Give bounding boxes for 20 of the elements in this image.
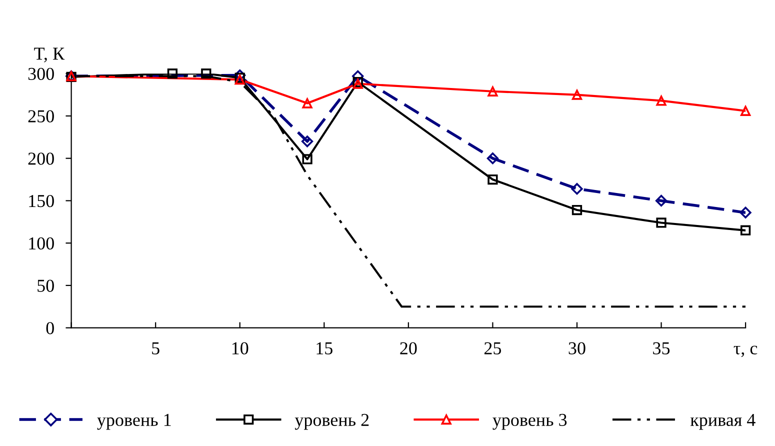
x-tick-label: 20 (400, 342, 417, 354)
x-tick-label: 35 (653, 342, 670, 354)
x-tick-label: τ, с (734, 346, 758, 358)
legend-label: уровень 1 (97, 414, 171, 430)
legend-label: кривая 4 (690, 414, 756, 430)
y-tick-label: 50 (38, 280, 54, 292)
y-tick-label: 200 (28, 152, 54, 165)
y-tick-label: 0 (46, 322, 54, 334)
legend-label: уровень 3 (492, 414, 567, 430)
y-axis-title: T, К (34, 48, 65, 62)
x-tick-label: 15 (316, 342, 332, 354)
x-tick-label: 30 (568, 342, 586, 354)
y-tick-label: 250 (28, 110, 54, 122)
x-tick-label: 5 (152, 342, 160, 354)
y-tick-label: 150 (29, 194, 54, 208)
y-tick-label: 100 (29, 237, 54, 250)
y-tick-label: 300 (28, 68, 54, 80)
x-tick-label: 25 (484, 342, 502, 354)
legend-label: уровень 2 (294, 414, 369, 430)
x-tick-label: 10 (232, 342, 248, 354)
